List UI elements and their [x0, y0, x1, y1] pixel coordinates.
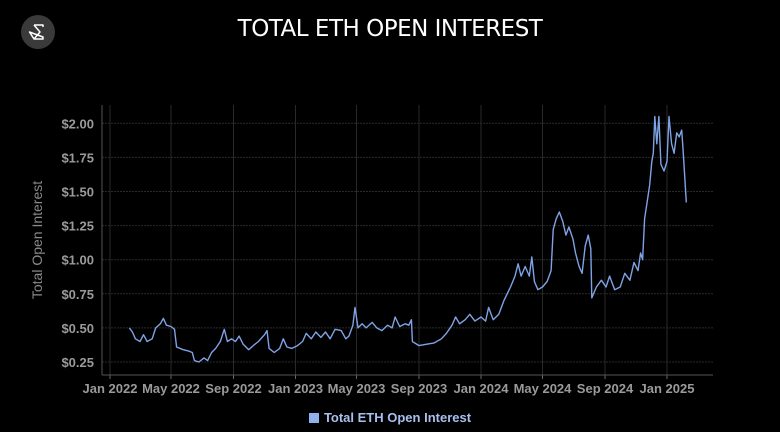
x-tick-label: Sep 2024 — [577, 381, 634, 396]
x-tick-label: Sep 2022 — [205, 381, 261, 396]
logo — [21, 15, 55, 49]
y-tick-label: $0.25 — [61, 355, 94, 370]
x-tick-label: Sep 2023 — [391, 381, 447, 396]
y-tick-label: $1.50 — [61, 185, 94, 200]
sigma-hexagon-icon — [28, 24, 44, 40]
x-tick-label: May 2024 — [514, 381, 573, 396]
x-tick-label: May 2022 — [142, 381, 200, 396]
x-tick-label: Jan 2023 — [268, 381, 323, 396]
chart-title: TOTAL ETH OPEN INTEREST — [237, 16, 543, 42]
x-tick-label: Jan 2022 — [83, 381, 138, 396]
y-axis-label: Total Open Interest — [29, 181, 45, 299]
y-tick-label: $1.75 — [61, 150, 94, 165]
y-tick-label: $1.00 — [61, 253, 94, 268]
x-tick-label: Jan 2024 — [454, 381, 510, 396]
y-tick-label: $0.75 — [61, 287, 94, 302]
x-tick-label: May 2023 — [328, 381, 386, 396]
legend[interactable]: Total ETH Open Interest — [0, 410, 780, 425]
series-line-total-eth-open-interest — [128, 115, 687, 363]
y-tick-label: $2.00 — [61, 116, 94, 131]
legend-label: Total ETH Open Interest — [323, 410, 472, 425]
x-tick-label: Jan 2025 — [640, 381, 695, 396]
y-tick-label: $1.25 — [61, 219, 94, 234]
y-tick-label: $0.50 — [61, 321, 94, 336]
legend-swatch — [308, 413, 319, 423]
